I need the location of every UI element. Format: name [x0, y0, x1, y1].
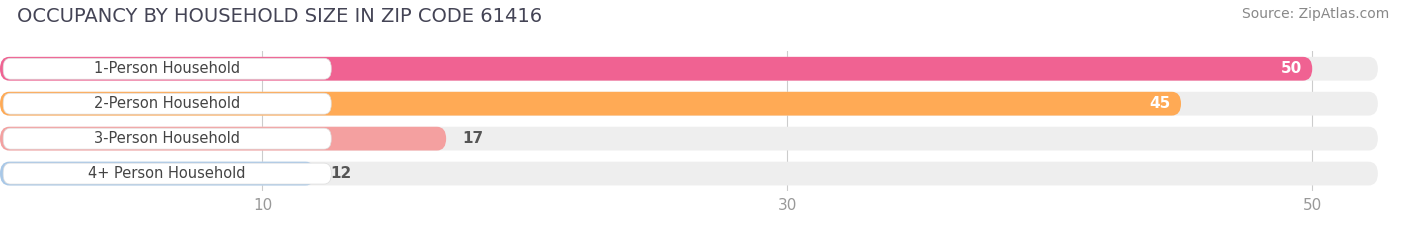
Text: 12: 12 [330, 166, 352, 181]
FancyBboxPatch shape [3, 58, 332, 79]
Text: 17: 17 [463, 131, 484, 146]
FancyBboxPatch shape [0, 57, 1378, 81]
FancyBboxPatch shape [0, 127, 1378, 151]
FancyBboxPatch shape [0, 57, 1312, 81]
FancyBboxPatch shape [0, 92, 1378, 116]
FancyBboxPatch shape [3, 163, 332, 184]
FancyBboxPatch shape [3, 93, 332, 114]
FancyBboxPatch shape [0, 127, 446, 151]
FancyBboxPatch shape [3, 128, 332, 149]
Text: 1-Person Household: 1-Person Household [94, 61, 240, 76]
Text: 50: 50 [1281, 61, 1302, 76]
Text: OCCUPANCY BY HOUSEHOLD SIZE IN ZIP CODE 61416: OCCUPANCY BY HOUSEHOLD SIZE IN ZIP CODE … [17, 7, 541, 26]
FancyBboxPatch shape [0, 162, 315, 185]
Text: Source: ZipAtlas.com: Source: ZipAtlas.com [1241, 7, 1389, 21]
Text: 4+ Person Household: 4+ Person Household [89, 166, 246, 181]
Text: 2-Person Household: 2-Person Household [94, 96, 240, 111]
FancyBboxPatch shape [0, 162, 1378, 185]
Text: 45: 45 [1149, 96, 1171, 111]
Text: 3-Person Household: 3-Person Household [94, 131, 240, 146]
FancyBboxPatch shape [0, 92, 1181, 116]
